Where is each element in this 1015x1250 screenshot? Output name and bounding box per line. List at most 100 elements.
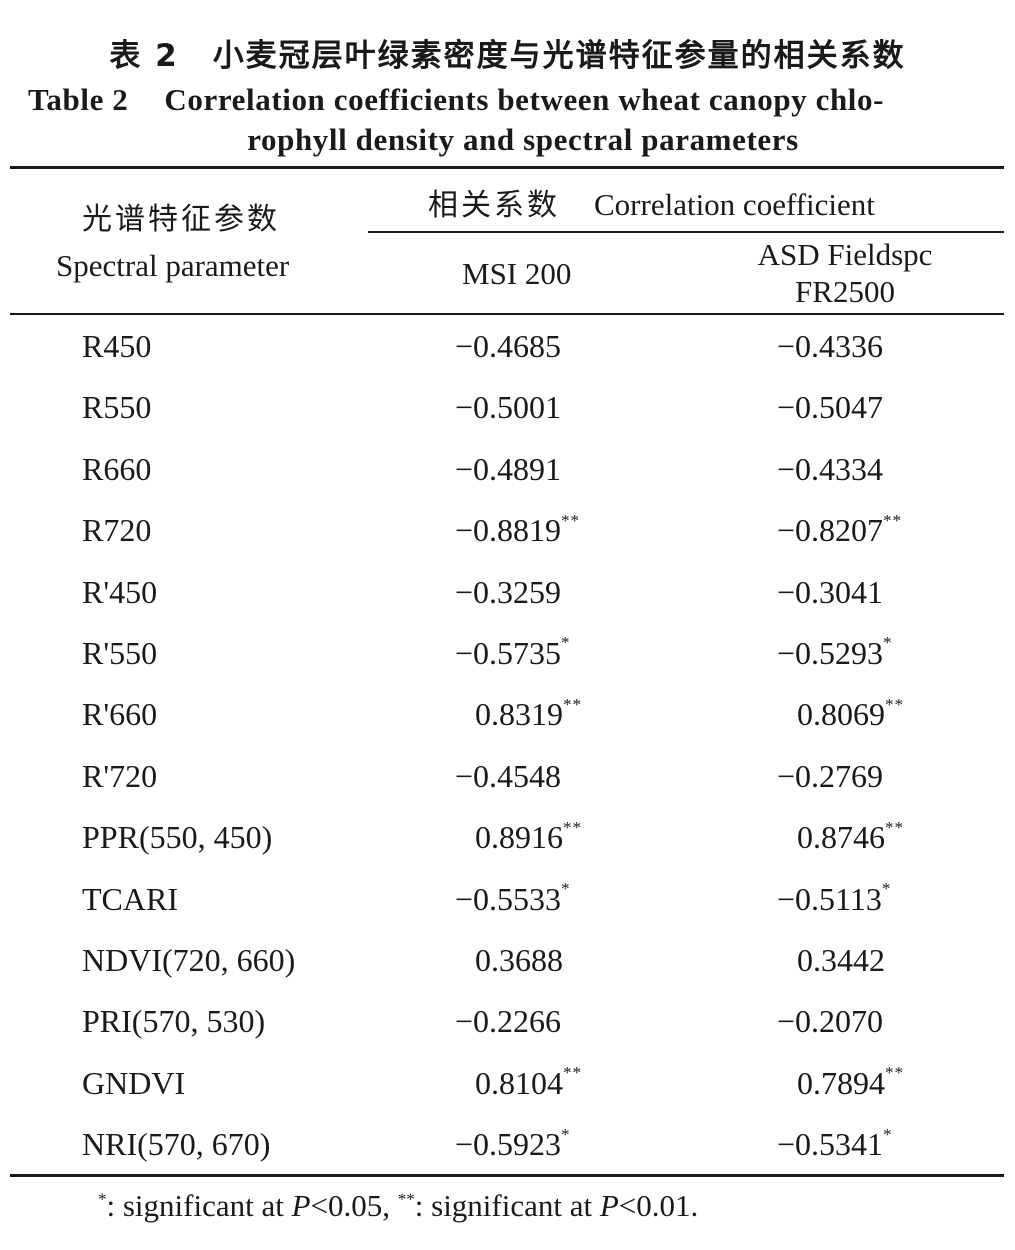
header-column-asd-line1: ASD Fieldspc: [757, 237, 933, 272]
cell-msi: −0.2266: [455, 1003, 561, 1040]
cell-asd: −0.5293*: [777, 633, 893, 672]
table-row: TCARI −0.5533* −0.5113*: [0, 880, 1015, 921]
header-column-asd: ASD Fieldspc FR2500: [700, 236, 990, 310]
cell-parameter: R'660: [82, 696, 158, 733]
cell-parameter: NRI(570, 670): [82, 1126, 271, 1163]
cell-parameter: GNDVI: [82, 1064, 186, 1101]
cell-parameter: PRI(570, 530): [82, 1003, 266, 1040]
table-header-rule: [10, 313, 1004, 315]
cell-msi: −0.5923*: [455, 1126, 571, 1163]
cell-parameter: R720: [82, 512, 152, 549]
cell-msi: 0.8104**: [455, 1063, 582, 1102]
table-row: GNDVI 0.8104** 0.7894**: [0, 1063, 1015, 1105]
cell-parameter: R660: [82, 450, 152, 487]
cell-msi: 0.3688: [455, 942, 563, 979]
table-title-chinese-text: 小麦冠层叶绿素密度与光谱特征参量的相关系数: [212, 38, 906, 74]
footnote-condition-1: <0.05,: [310, 1188, 398, 1223]
header-correlation-chinese: 相关系数: [428, 188, 560, 223]
table-row: R660 −0.4891 −0.4334: [0, 451, 1015, 491]
cell-asd-significance: **: [883, 510, 903, 530]
cell-msi-value: −0.8819: [455, 512, 562, 549]
cell-asd-value: 0.8746: [797, 819, 885, 856]
cell-msi-value: −0.3259: [455, 573, 562, 610]
cell-parameter: TCARI: [82, 880, 178, 917]
cell-parameter: R'550: [82, 635, 158, 671]
cell-msi-significance: **: [561, 510, 581, 530]
table-title-english-line1: Table 2 Correlation coefficients between …: [28, 80, 988, 120]
footnote-p-2: P: [599, 1188, 619, 1223]
cell-msi: −0.8819**: [455, 512, 580, 549]
cell-asd: −0.2769: [777, 758, 883, 795]
table-title-english-text-line1: Correlation coefficients between wheat c…: [164, 82, 885, 117]
cell-msi-value: −0.5923: [455, 1126, 562, 1163]
cell-asd-value: −0.5113: [777, 880, 882, 917]
cell-msi: −0.5735*: [455, 634, 571, 672]
cell-asd-significance: **: [885, 817, 904, 837]
table-row: R'720 −0.4548 −0.2769: [0, 758, 1015, 798]
cell-msi-significance: *: [561, 1124, 571, 1144]
cell-asd-value: −0.2070: [777, 1003, 884, 1040]
cell-asd-value: 0.3442: [797, 942, 885, 978]
header-column-asd-line2: FR2500: [795, 274, 895, 309]
table-bottom-rule: [10, 1174, 1004, 1177]
cell-msi: −0.3259: [455, 574, 561, 611]
cell-parameter: PPR(550, 450): [82, 819, 273, 856]
table-number-chinese: 表 2: [109, 38, 179, 74]
cell-asd: 0.8069**: [777, 696, 904, 733]
footnote-p-1: P: [291, 1188, 311, 1223]
cell-asd-value: −0.3041: [777, 573, 884, 610]
table-row: R'660 0.8319** 0.8069**: [0, 696, 1015, 736]
cell-parameter: NDVI(720, 660): [82, 942, 296, 978]
cell-asd-value: −0.5047: [777, 389, 884, 426]
cell-msi-significance: **: [563, 694, 582, 714]
footnote-text-2: : significant at: [414, 1188, 600, 1223]
cell-asd: −0.8207**: [777, 512, 902, 549]
cell-msi-value: −0.4548: [455, 757, 562, 794]
cell-asd: 0.7894**: [777, 1063, 904, 1102]
cell-asd: 0.3442: [777, 942, 885, 979]
footnote-text-1: : significant at: [106, 1188, 292, 1223]
cell-asd: 0.8746**: [777, 819, 904, 856]
cell-parameter: R'720: [82, 757, 158, 794]
cell-asd-value: 0.8069: [797, 696, 885, 733]
cell-msi-value: 0.8916: [475, 819, 563, 856]
table-number-english: Table 2: [28, 82, 129, 117]
cell-asd-significance: *: [883, 633, 893, 653]
table-row: R450 −0.4685 −0.4336: [0, 328, 1015, 368]
cell-asd: −0.3041: [777, 574, 883, 611]
cell-msi: −0.4685: [455, 328, 561, 365]
table-row: R'450 −0.3259 −0.3041: [0, 574, 1015, 614]
cell-msi-value: −0.4891: [455, 450, 562, 487]
cell-msi-value: −0.2266: [455, 1003, 562, 1040]
table-title-english-line2: rophyll density and spectral parameters: [247, 122, 799, 157]
cell-asd-value: −0.5341: [777, 1126, 884, 1163]
cell-msi-significance: **: [563, 1063, 582, 1083]
cell-msi-value: −0.4685: [455, 328, 562, 364]
cell-asd-significance: *: [883, 1124, 893, 1144]
cell-msi-value: −0.5001: [455, 389, 562, 426]
cell-msi-value: −0.5533: [455, 880, 562, 917]
table-title-english: Table 2 Correlation coefficients between …: [28, 80, 988, 160]
cell-asd-significance: **: [885, 694, 904, 714]
cell-msi: −0.5533*: [455, 880, 571, 918]
cell-msi-value: 0.8104: [475, 1064, 563, 1101]
table-row: R720 −0.8819** −0.8207**: [0, 512, 1015, 552]
table-row: PPR(550, 450) 0.8916 ** 0.8746**: [0, 819, 1015, 859]
header-param-english: Spectral parameter: [56, 248, 290, 283]
cell-msi: 0.8319**: [455, 696, 582, 733]
cell-parameter: R450: [82, 328, 152, 364]
cell-msi-value: −0.5735: [455, 635, 562, 671]
cell-asd: −0.5341*: [777, 1126, 893, 1163]
cell-msi: −0.4891: [455, 451, 561, 488]
cell-msi-value: 0.8319: [475, 696, 563, 733]
cell-asd-value: −0.5293: [777, 635, 884, 671]
cell-asd-value: −0.4334: [777, 450, 884, 487]
cell-asd-significance: **: [885, 1063, 904, 1083]
cell-parameter: R'450: [82, 573, 158, 610]
table-row: NRI(570, 670) −0.5923* −0.5341*: [0, 1126, 1015, 1166]
table-row: NDVI(720, 660) 0.3688 0.3442: [0, 942, 1015, 982]
header-correlation-english: Correlation coefficient: [594, 187, 875, 222]
header-correlation: 相关系数 Correlation coefficient: [428, 180, 875, 224]
table-title-chinese: 表 2 小麦冠层叶绿素密度与光谱特征参量的相关系数: [0, 30, 1015, 75]
cell-asd: −0.5113*: [777, 880, 891, 918]
